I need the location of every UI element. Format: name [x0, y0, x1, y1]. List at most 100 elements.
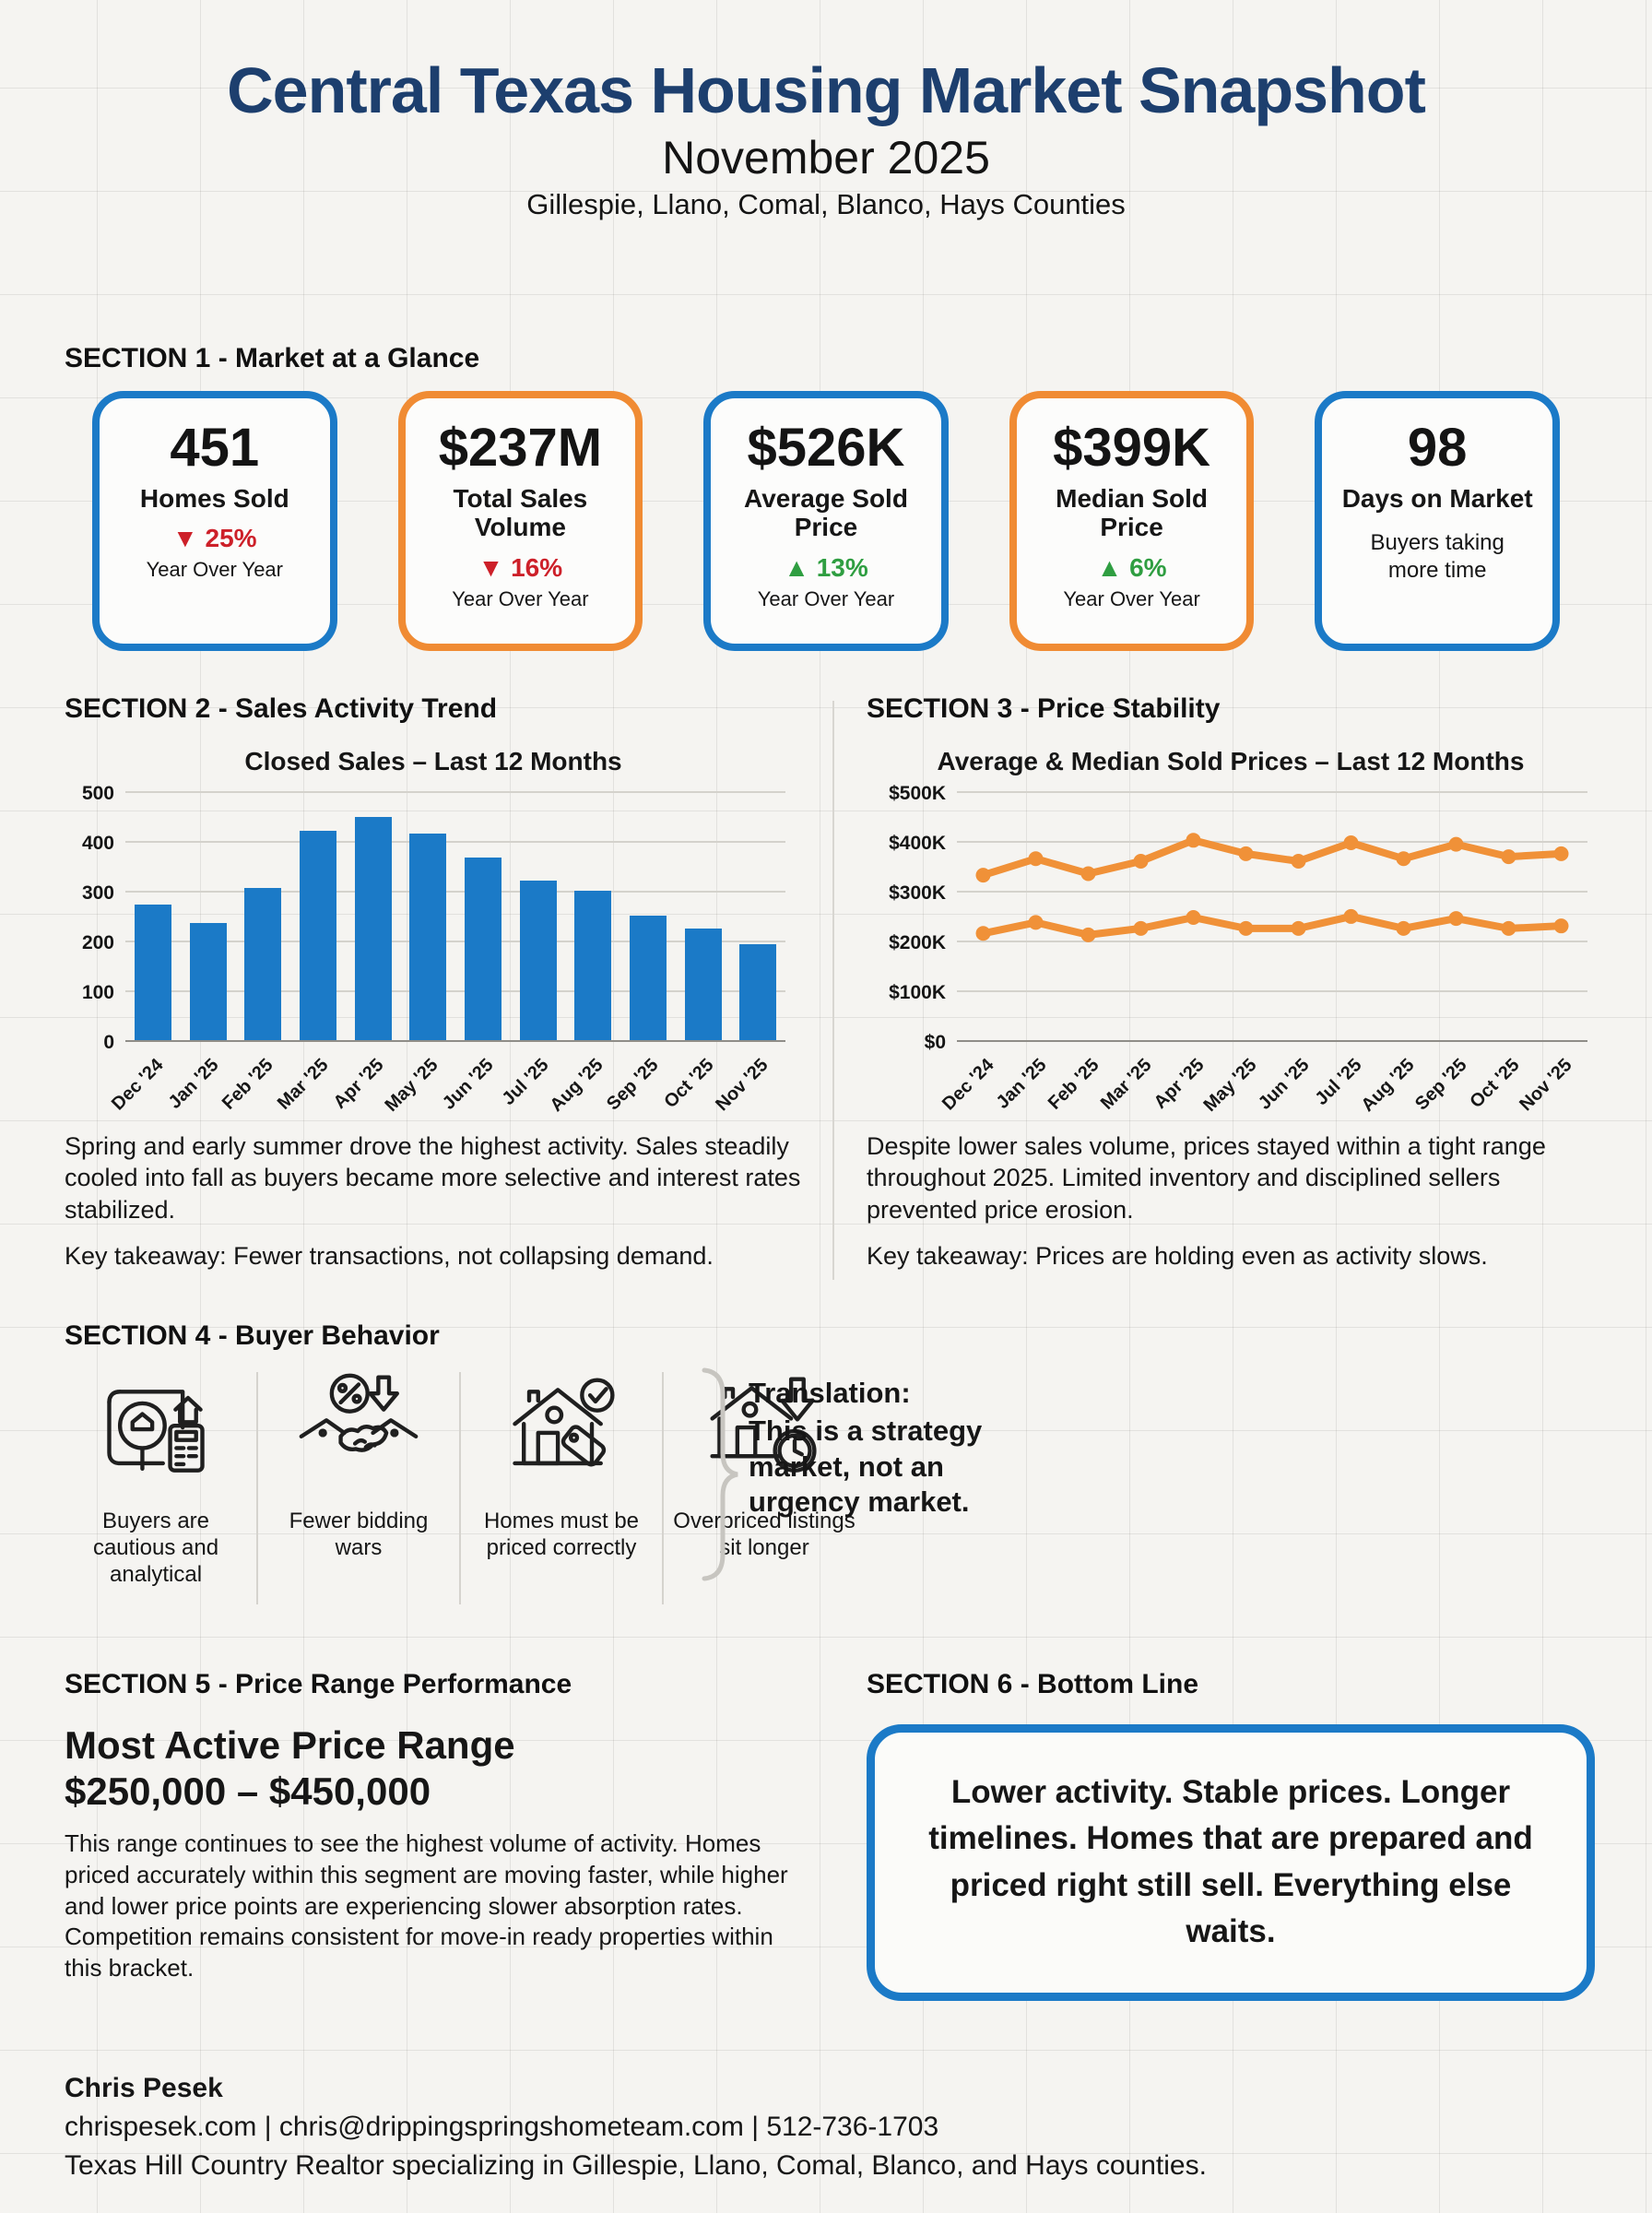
data-point — [1501, 920, 1516, 936]
kpi-delta: ▲ 13% — [784, 552, 868, 582]
gridline — [957, 990, 1587, 992]
page-title: Central Texas Housing Market Snapshot — [227, 54, 1426, 126]
y-tick-label: 500 — [81, 783, 114, 804]
section1-heading: SECTION 1 - Market at a Glance — [65, 343, 480, 373]
bar — [574, 891, 612, 1040]
data-point — [1133, 853, 1149, 869]
bottom-line-text: Lower activity. Stable prices. Longer ti… — [928, 1774, 1533, 1950]
kpi-subtext: Year Over Year — [1063, 586, 1200, 610]
y-tick-label: $100K — [889, 982, 946, 1003]
gridline — [125, 990, 785, 992]
closed-sales-plot: 0 100 200 300 400 500 Dec '24 Jan '25 Feb '25 Mar… — [82, 783, 785, 1116]
kpi-delta: ▼ 25% — [172, 524, 257, 553]
kpi-card-homes-sold: 451 Homes Sold ▼ 25% Year Over Year — [92, 391, 337, 651]
section2-takeaway: Key takeaway: Fewer transactions, not co… — [65, 1241, 714, 1270]
kpi-card-total-volume: $237M Total Sales Volume ▼ 16% Year Over… — [397, 391, 643, 651]
kpi-delta: ▼ 16% — [478, 552, 563, 582]
behavior-label: Overpriced listings sit longer — [673, 1509, 856, 1560]
data-point — [1448, 836, 1464, 852]
gridline — [125, 1040, 785, 1042]
data-point — [1028, 851, 1044, 867]
data-point — [1133, 920, 1149, 936]
bar — [629, 916, 667, 1040]
kpi-value: 98 — [1407, 418, 1468, 478]
data-point — [1291, 853, 1306, 869]
curly-brace — [702, 1367, 738, 1581]
y-tick-label: 200 — [81, 932, 114, 953]
kpi-cards-row: 451 Homes Sold ▼ 25% Year Over Year $237… — [92, 391, 1560, 651]
section2-column: SECTION 2 - Sales Activity Trend Closed … — [65, 693, 802, 1271]
data-point — [1028, 915, 1044, 930]
range-line2: $250,000 – $450,000 — [65, 1769, 431, 1813]
section2-paragraph: Spring and early summer drove the highes… — [65, 1132, 801, 1224]
data-point — [975, 926, 991, 941]
bar — [189, 923, 227, 1040]
handshake-percent-icon — [299, 1373, 419, 1452]
data-point — [1291, 920, 1306, 936]
magnifier-blueprint-calculator-icon — [107, 1390, 205, 1473]
section5-heading: SECTION 5 - Price Range Performance — [65, 1669, 572, 1699]
bar — [519, 881, 557, 1040]
behavior-label: Fewer bidding wars — [289, 1509, 429, 1560]
data-point — [1343, 908, 1359, 924]
kpi-subtext: Year Over Year — [452, 586, 589, 610]
behavior-label: Buyers are cautious and analytical — [92, 1509, 219, 1587]
kpi-subtext: Year Over Year — [146, 558, 283, 582]
y-tick-label: $0 — [924, 1032, 946, 1053]
kpi-label: Homes Sold — [139, 483, 289, 513]
kpi-value: 451 — [170, 418, 260, 478]
data-point — [975, 868, 991, 883]
y-tick-label: 0 — [103, 1032, 114, 1053]
buyer-behavior-row: Buyers are cautious and analytical — [65, 1368, 1595, 1604]
bar — [684, 928, 722, 1040]
divider — [459, 1372, 461, 1604]
line-chart-title: Average & Median Sold Prices – Last 12 M… — [937, 747, 1525, 775]
column-divider — [832, 701, 834, 1280]
average-price-line — [979, 836, 1565, 880]
bar — [244, 888, 282, 1040]
data-point — [1396, 920, 1411, 936]
data-point — [1501, 849, 1516, 865]
median-price-line — [979, 912, 1565, 939]
kpi-label: Total Sales Volume — [453, 483, 588, 542]
bar — [409, 833, 447, 1040]
kpi-label: Median Sold Price — [1056, 483, 1209, 542]
behavior-item-overpriced: Overpriced listings sit longer — [673, 1368, 856, 1562]
behavior-item-analytical: Buyers are cautious and analytical — [65, 1368, 247, 1588]
section3-column: SECTION 3 - Price Stability Average & Me… — [867, 693, 1595, 1271]
gridline — [125, 941, 785, 942]
translation-title: Translation: — [749, 1377, 911, 1409]
section2-heading: SECTION 2 - Sales Activity Trend — [65, 693, 498, 724]
bar — [464, 857, 502, 1040]
behavior-item-bidding: Fewer bidding wars — [267, 1368, 450, 1562]
bar — [739, 944, 777, 1040]
y-tick-label: $200K — [889, 932, 946, 953]
y-tick-label: $400K — [889, 833, 946, 854]
translation-body: This is a strategy market, not an urgenc… — [749, 1414, 983, 1519]
y-tick-label: 400 — [81, 833, 114, 854]
section6-block: SECTION 6 - Bottom Line Lower activity. … — [867, 1669, 1595, 2001]
data-point — [1448, 911, 1464, 927]
bar-chart-title: Closed Sales – Last 12 Months — [244, 747, 622, 775]
price-lines-svg — [975, 833, 1569, 942]
kpi-label: Days on Market — [1341, 483, 1533, 513]
kpi-card-days-on-market: 98 Days on Market Buyers taking more tim… — [1315, 391, 1560, 651]
kpi-value: $526K — [747, 418, 905, 478]
y-tick-label: 300 — [81, 882, 114, 904]
gridline — [125, 891, 785, 893]
footer: Chris Pesek chrispesek.com | chris@dripp… — [65, 2073, 1595, 2182]
most-active-range-title: Most Active Price Range $250,000 – $450,… — [65, 1722, 802, 1814]
data-point — [1080, 866, 1096, 882]
kpi-note: Buyers taking more time — [1370, 530, 1504, 583]
gridline — [957, 941, 1587, 942]
range-line1: Most Active Price Range — [65, 1723, 515, 1767]
house-tag-check-icon — [513, 1378, 615, 1467]
bar — [299, 831, 336, 1040]
behavior-item-priced-correctly: Homes must be priced correctly — [470, 1368, 653, 1562]
y-tick-label: $500K — [889, 783, 946, 804]
agent-name: Chris Pesek — [65, 2073, 223, 2103]
gridline — [957, 791, 1587, 793]
gridline — [125, 841, 785, 843]
section4-heading: SECTION 4 - Buyer Behavior — [65, 1320, 440, 1351]
